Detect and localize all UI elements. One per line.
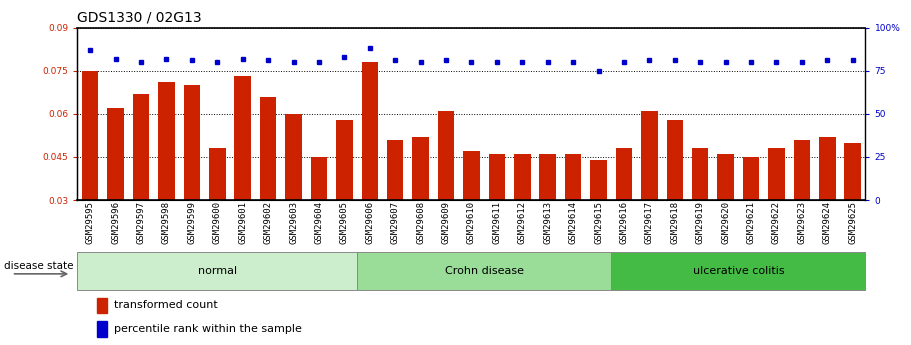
Text: normal: normal [198, 266, 237, 276]
Bar [793, 140, 810, 286]
Text: GSM29616: GSM29616 [619, 201, 629, 244]
Text: GDS1330 / 02G13: GDS1330 / 02G13 [77, 10, 202, 24]
Bar [357, 252, 611, 290]
Text: GSM29623: GSM29623 [797, 201, 806, 244]
Bar [183, 85, 200, 286]
Text: GSM29603: GSM29603 [289, 201, 298, 244]
Text: GSM29618: GSM29618 [670, 201, 680, 244]
Text: GSM29608: GSM29608 [416, 201, 425, 244]
Bar [209, 148, 226, 286]
Bar [611, 252, 865, 290]
Bar [438, 111, 455, 286]
Text: GSM29605: GSM29605 [340, 201, 349, 244]
Bar [77, 252, 357, 290]
Text: GSM29615: GSM29615 [594, 201, 603, 244]
Bar [463, 151, 480, 286]
Bar [159, 82, 175, 286]
Bar [616, 148, 632, 286]
Bar [692, 148, 709, 286]
Bar [107, 108, 124, 286]
Text: GSM29600: GSM29600 [213, 201, 221, 244]
Text: Crohn disease: Crohn disease [445, 266, 524, 276]
Bar [667, 120, 683, 286]
Text: GSM29601: GSM29601 [238, 201, 247, 244]
Bar [133, 94, 149, 286]
Text: GSM29612: GSM29612 [517, 201, 527, 244]
Bar [590, 160, 607, 286]
Text: GSM29621: GSM29621 [746, 201, 755, 244]
Bar [565, 154, 581, 286]
Text: GSM29606: GSM29606 [365, 201, 374, 244]
Bar [514, 154, 530, 286]
Bar [97, 297, 107, 313]
Bar [844, 142, 861, 286]
Text: GSM29613: GSM29613 [543, 201, 552, 244]
Text: GSM29596: GSM29596 [111, 201, 120, 244]
Bar [742, 157, 760, 286]
Bar [488, 154, 505, 286]
Text: GSM29602: GSM29602 [263, 201, 272, 244]
Bar [641, 111, 658, 286]
Bar [362, 62, 378, 286]
Bar [539, 154, 556, 286]
Bar [260, 97, 276, 286]
Text: GSM29598: GSM29598 [162, 201, 171, 244]
Text: GSM29620: GSM29620 [722, 201, 730, 244]
Text: GSM29617: GSM29617 [645, 201, 654, 244]
Text: GSM29619: GSM29619 [696, 201, 705, 244]
Text: GSM29609: GSM29609 [442, 201, 451, 244]
Text: ulcerative colitis: ulcerative colitis [692, 266, 784, 276]
Text: transformed count: transformed count [115, 300, 219, 310]
Bar [82, 71, 98, 286]
Bar [234, 77, 251, 286]
Text: GSM29614: GSM29614 [568, 201, 578, 244]
Text: GSM29604: GSM29604 [314, 201, 323, 244]
Text: GSM29611: GSM29611 [492, 201, 501, 244]
Text: GSM29597: GSM29597 [137, 201, 146, 244]
Bar [285, 114, 302, 286]
Text: GSM29622: GSM29622 [772, 201, 781, 244]
Text: GSM29607: GSM29607 [391, 201, 400, 244]
Text: percentile rank within the sample: percentile rank within the sample [115, 324, 302, 334]
Bar [387, 140, 404, 286]
Bar [97, 321, 107, 337]
Text: GSM29625: GSM29625 [848, 201, 857, 244]
Bar [336, 120, 353, 286]
Bar [768, 148, 784, 286]
Bar [717, 154, 734, 286]
Text: GSM29599: GSM29599 [188, 201, 197, 244]
Bar [413, 137, 429, 286]
Text: GSM29595: GSM29595 [86, 201, 95, 244]
Bar [311, 157, 327, 286]
Text: GSM29624: GSM29624 [823, 201, 832, 244]
Bar [819, 137, 835, 286]
Text: GSM29610: GSM29610 [467, 201, 476, 244]
Text: disease state: disease state [4, 262, 74, 271]
